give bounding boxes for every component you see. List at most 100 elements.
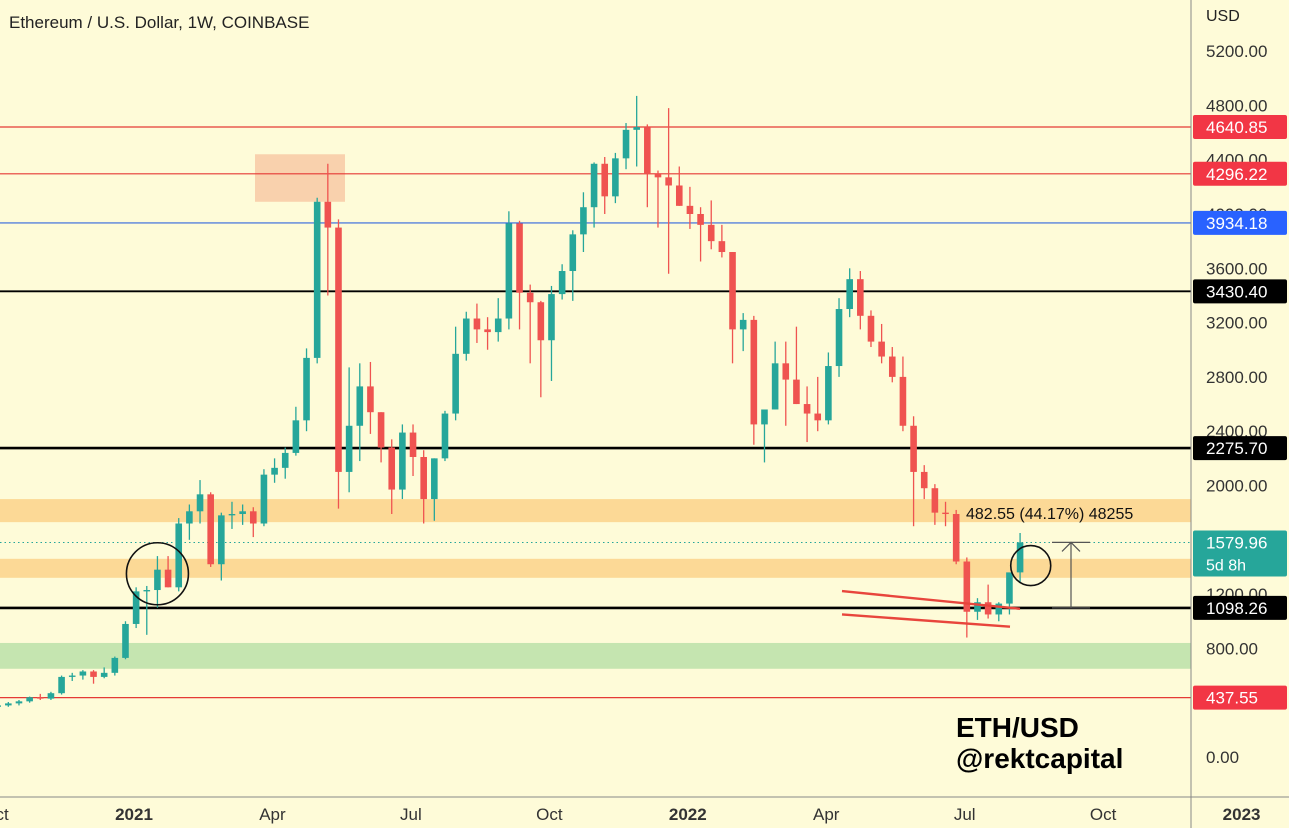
price-label-3430.40: 3430.40 — [1193, 279, 1287, 304]
candle-body — [68, 675, 76, 677]
candle-48 — [505, 211, 513, 330]
candle-body — [441, 413, 449, 459]
candle-body — [47, 693, 55, 699]
candle-26 — [271, 458, 278, 483]
candle-body — [739, 319, 747, 330]
candle-body — [952, 514, 960, 562]
candle-58 — [612, 152, 619, 204]
candle-body — [175, 523, 183, 588]
y-tick-label: 0.00 — [1206, 748, 1239, 767]
candle-22 — [228, 501, 236, 529]
candle-78 — [825, 352, 832, 425]
candle-28 — [292, 406, 300, 456]
candle-body — [335, 227, 342, 472]
time-axis[interactable]: Oct 2021 Apr Jul Oct 2022 Apr Jul Oct 2023 — [0, 796, 1289, 824]
candle-body — [984, 602, 992, 615]
candle-body — [750, 319, 758, 425]
price-label-4296.22: 4296.22 — [1193, 161, 1287, 186]
candle-93 — [984, 584, 992, 619]
candle-body — [207, 494, 214, 565]
candle-90 — [952, 509, 960, 565]
candle-60 — [633, 95, 640, 167]
candle-body — [218, 515, 225, 565]
candle-76 — [803, 386, 811, 443]
candle-35 — [367, 361, 374, 434]
candle-body — [718, 241, 726, 253]
candle-71 — [750, 315, 758, 445]
price-label-4640.85: 4640.85 — [1193, 115, 1287, 140]
candle-62 — [654, 170, 662, 228]
candle-body — [835, 309, 843, 367]
candle-body — [111, 657, 119, 673]
candle-96 — [1016, 533, 1024, 582]
x-tick-label: Jul — [400, 805, 422, 824]
y-tick-label: 3200.00 — [1206, 314, 1267, 333]
candle-body — [878, 341, 885, 357]
candle-85 — [899, 356, 907, 432]
x-tick-label: 2023 — [1223, 805, 1261, 824]
candle-body — [79, 671, 87, 676]
candle-body — [505, 223, 513, 319]
candle-68 — [718, 224, 726, 258]
price-label-text: 437.55 — [1206, 689, 1258, 708]
candle-18 — [186, 504, 193, 540]
candle-50 — [526, 284, 534, 364]
candle-8 — [79, 670, 87, 680]
candle-33 — [345, 367, 353, 493]
candle-20 — [207, 492, 214, 567]
y-tick-label: 5200.00 — [1206, 42, 1267, 61]
current-price-value: 1579.96 — [1206, 534, 1267, 553]
candle-body — [1006, 572, 1013, 604]
candle-body — [654, 173, 662, 178]
candle-11 — [111, 656, 119, 676]
candle-body — [281, 452, 289, 468]
candle-65 — [686, 186, 694, 229]
y-tick-label: 2800.00 — [1206, 368, 1267, 387]
candle-92 — [974, 598, 981, 620]
candle-body — [558, 271, 566, 295]
candle-body — [0, 705, 1, 707]
candle-21 — [218, 512, 225, 581]
candle-82 — [867, 310, 875, 348]
candle-body — [324, 201, 332, 228]
candle-body — [644, 127, 651, 174]
candle-body — [633, 127, 640, 130]
candle-body — [793, 379, 800, 405]
band-orange-1 — [0, 558, 1191, 578]
candle-body — [36, 697, 44, 699]
candle-body — [260, 474, 268, 524]
currency-label: USD — [1206, 8, 1240, 25]
measure-label: 482.55 (44.17%) 48255 — [966, 506, 1133, 523]
candle-0 — [0, 705, 1, 707]
candle-body — [537, 302, 545, 341]
candle-6 — [58, 675, 65, 695]
price-label-text: 1098.26 — [1206, 599, 1267, 618]
candle-body — [665, 177, 672, 186]
y-tick-label: 800.00 — [1206, 639, 1258, 658]
candlestick-series — [0, 95, 1024, 707]
candle-body — [143, 590, 151, 592]
candle-body — [729, 252, 736, 330]
price-label-text: 4640.85 — [1206, 118, 1267, 137]
price-label-bg — [1193, 210, 1287, 235]
candle-body — [803, 404, 811, 414]
candle-body — [484, 329, 491, 333]
candle-37 — [388, 439, 396, 515]
candle-42 — [441, 410, 449, 462]
price-label-bg — [1193, 595, 1287, 620]
candle-88 — [931, 484, 939, 525]
candle-64 — [675, 166, 683, 206]
candle-34 — [356, 363, 364, 462]
candle-body — [974, 602, 981, 612]
price-label-bg — [1193, 115, 1287, 140]
candle-body — [931, 488, 939, 513]
x-tick-label: Oct — [1090, 805, 1117, 824]
candle-87 — [920, 465, 928, 500]
candle-31 — [324, 163, 332, 296]
price-label-text: 2275.70 — [1206, 439, 1267, 458]
candle-body — [548, 294, 555, 341]
price-label-2275.70: 2275.70 — [1193, 436, 1287, 461]
candle-body — [15, 701, 23, 704]
candle-39 — [409, 424, 417, 476]
